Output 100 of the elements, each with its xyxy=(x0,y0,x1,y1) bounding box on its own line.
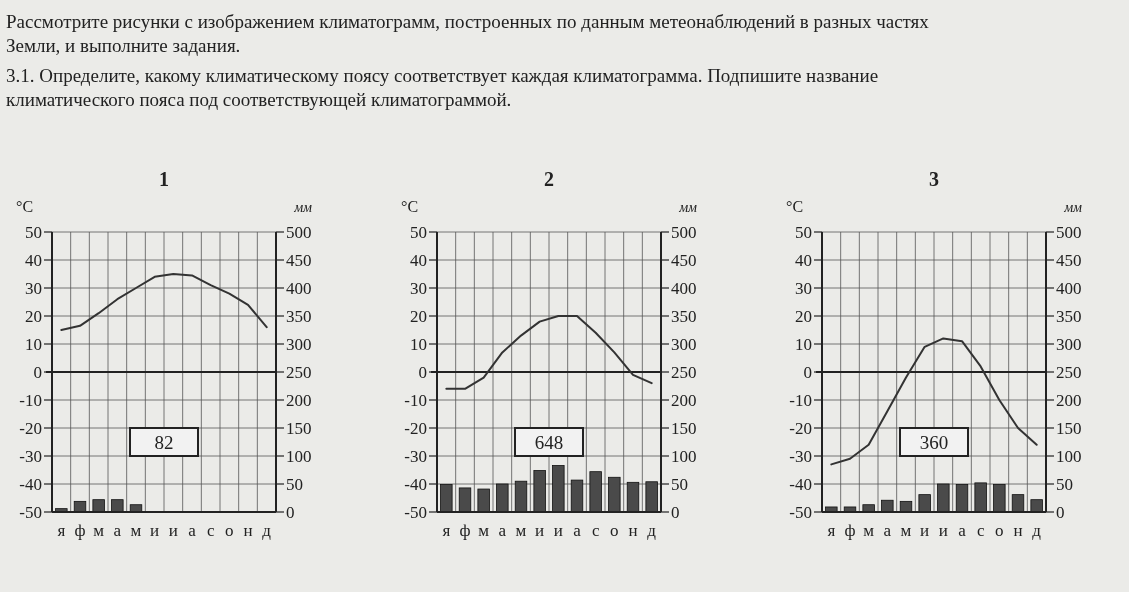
y2-tick-label: 400 xyxy=(286,278,312,298)
y-tick-label: -30 xyxy=(404,446,427,466)
y2-tick-label: 450 xyxy=(671,250,697,270)
y2-tick-label: 0 xyxy=(1056,502,1065,522)
bar xyxy=(1030,499,1043,513)
x-tick-label: д xyxy=(647,521,657,540)
y2-tick-label: 150 xyxy=(1056,418,1082,438)
x-tick-label: ф xyxy=(844,521,856,540)
y-tick-label: 30 xyxy=(410,278,427,298)
x-tick-label: ф xyxy=(459,521,471,540)
y-tick-label: -50 xyxy=(789,502,812,522)
y-tick-label: 10 xyxy=(25,334,42,354)
y-tick-label: -40 xyxy=(404,474,427,494)
x-tick-label: а xyxy=(188,521,197,540)
y2-tick-label: 250 xyxy=(671,362,697,382)
y-tick-label: 20 xyxy=(410,306,427,326)
x-tick-label: н xyxy=(628,521,638,540)
bar xyxy=(918,494,931,513)
x-tick-label: о xyxy=(995,521,1004,540)
x-tick-label: я xyxy=(442,521,451,540)
y-tick-label: 0 xyxy=(803,362,812,382)
x-tick-label: м xyxy=(130,521,142,540)
y2-tick-label: 100 xyxy=(671,446,697,466)
bar xyxy=(1011,494,1025,513)
x-tick-label: м xyxy=(93,521,105,540)
line-series xyxy=(445,315,653,390)
y2-tick-label: 350 xyxy=(286,306,312,326)
x-tick-label: н xyxy=(1013,521,1023,540)
y-tick-label: 20 xyxy=(25,306,42,326)
y-axis-title: °C xyxy=(16,198,34,215)
x-tick-label: и xyxy=(535,521,545,540)
y2-axis-title: мм xyxy=(1063,200,1083,215)
x-tick-label: и xyxy=(150,521,160,540)
y2-tick-label: 0 xyxy=(671,502,680,522)
bar xyxy=(825,506,838,513)
y2-tick-label: 0 xyxy=(286,502,295,522)
x-tick-label: и xyxy=(168,521,178,540)
y-tick-label: -10 xyxy=(404,390,427,410)
y-tick-label: -30 xyxy=(19,446,42,466)
y-tick-label: -20 xyxy=(404,418,427,438)
annotation: 648 xyxy=(534,431,564,453)
x-tick-label: и xyxy=(938,521,948,540)
x-tick-label: о xyxy=(610,521,619,540)
y-tick-label: -20 xyxy=(19,418,42,438)
y2-tick-label: 300 xyxy=(1056,334,1082,354)
y-tick-label: 50 xyxy=(795,222,812,242)
y-tick-label: -30 xyxy=(789,446,812,466)
y2-tick-label: 100 xyxy=(1056,446,1082,466)
x-tick-label: а xyxy=(498,521,507,540)
y2-tick-label: 200 xyxy=(286,390,312,410)
y-tick-label: 30 xyxy=(795,278,812,298)
x-tick-label: ф xyxy=(74,521,86,540)
y2-tick-label: 250 xyxy=(1056,362,1082,382)
x-tick-label: с xyxy=(206,521,215,540)
y-tick-label: 40 xyxy=(410,250,427,270)
y-tick-label: 0 xyxy=(33,362,42,382)
x-tick-label: я xyxy=(57,521,66,540)
x-tick-label: д xyxy=(1032,521,1042,540)
y2-tick-label: 50 xyxy=(1056,474,1073,494)
y-tick-label: -50 xyxy=(404,502,427,522)
x-tick-label: а xyxy=(573,521,582,540)
x-tick-label: о xyxy=(225,521,234,540)
y2-tick-label: 300 xyxy=(286,334,312,354)
y2-tick-label: 500 xyxy=(286,222,312,242)
y2-tick-label: 500 xyxy=(671,222,697,242)
y-tick-label: 20 xyxy=(795,306,812,326)
x-tick-label: м xyxy=(478,521,490,540)
y-tick-label: 50 xyxy=(410,222,427,242)
y2-tick-label: 50 xyxy=(671,474,688,494)
y2-tick-label: 350 xyxy=(1056,306,1082,326)
bar xyxy=(862,504,875,513)
y2-tick-label: 200 xyxy=(671,390,697,410)
y2-tick-label: 450 xyxy=(286,250,312,270)
y2-tick-label: 200 xyxy=(1056,390,1082,410)
y2-tick-label: 500 xyxy=(1056,222,1082,242)
x-tick-label: а xyxy=(113,521,122,540)
y-tick-label: -20 xyxy=(789,418,812,438)
x-tick-label: с xyxy=(591,521,600,540)
annotation: 360 xyxy=(919,431,949,453)
y-tick-label: 40 xyxy=(25,250,42,270)
x-tick-label: н xyxy=(243,521,253,540)
text: 3.1. Определите, какому климатическому поясу соответствует каждая климатограмма. Подпишите название климатического пояса под соответствующей климатограммой. xyxy=(6,65,879,110)
line-series xyxy=(60,273,268,331)
y2-tick-label: 350 xyxy=(671,306,697,326)
text: Рассмотрите рисунки с изображением климатограмм, построенных по данным метеонаблюдений в разных частях Земли, и выполните задания. xyxy=(6,11,930,56)
y2-axis-title: мм xyxy=(678,200,698,215)
y-tick-label: -40 xyxy=(789,474,812,494)
x-tick-label: д xyxy=(262,521,272,540)
y2-tick-label: 150 xyxy=(286,418,312,438)
bar xyxy=(881,499,894,513)
y2-tick-label: 300 xyxy=(671,334,697,354)
x-tick-label: а xyxy=(883,521,892,540)
y-tick-label: 30 xyxy=(25,278,42,298)
y2-tick-label: 450 xyxy=(1056,250,1082,270)
y2-tick-label: 100 xyxy=(286,446,312,466)
annotation: 82 xyxy=(154,431,174,453)
x-tick-label: м xyxy=(900,521,912,540)
chart-title: 1 xyxy=(159,168,169,190)
y-tick-label: 40 xyxy=(795,250,812,270)
x-tick-label: м xyxy=(515,521,527,540)
